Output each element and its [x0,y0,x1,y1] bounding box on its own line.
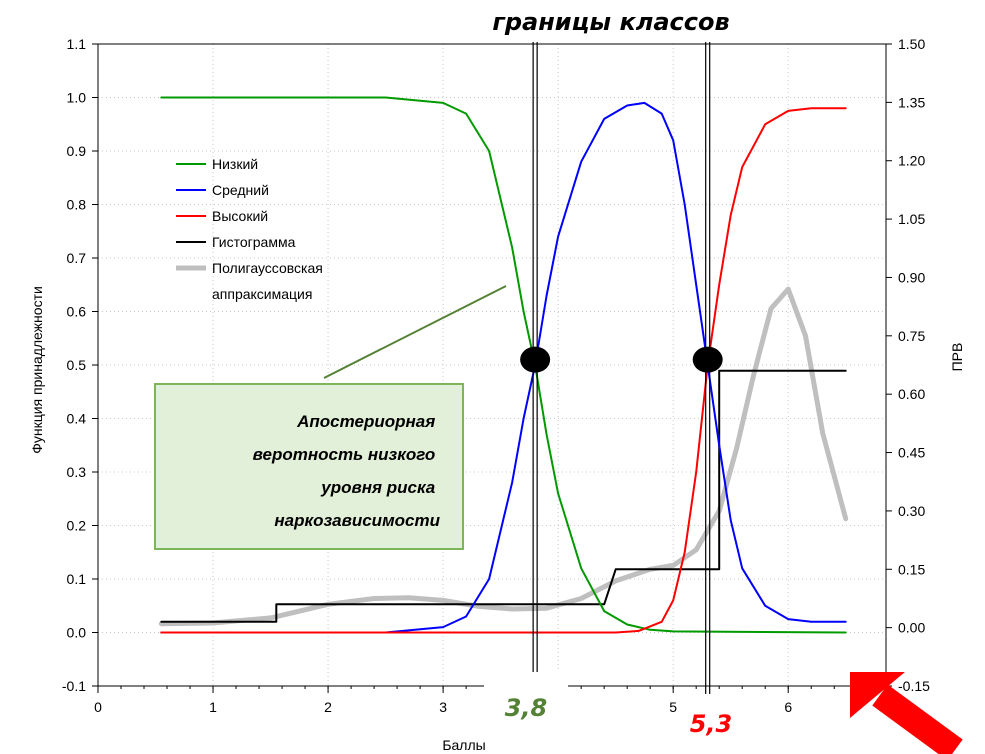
y2-tick-label: 1.05 [898,211,925,227]
y-tick-label: 0.4 [67,411,87,427]
label-backdrop [484,672,568,730]
y2-tick-label: -0.15 [898,678,930,694]
y-tick-label: 0.7 [67,250,87,266]
y-tick-label: 1.0 [67,90,87,106]
plot-frame [97,43,887,687]
legend: Низкий Средний Высокий Гистограмма Полиг… [176,156,327,302]
x-tick-label: 1 [209,699,217,715]
y-tick-label: 0.0 [67,625,87,641]
legend-label-hist: Гистограмма [212,234,296,250]
x-tick-label: 3 [439,699,447,715]
callout-box [154,383,464,550]
chart-title: границы классов [492,8,729,36]
y-axis-title: Функция принадлежности [29,286,45,454]
y2-axis-title: ПРВ [949,343,965,372]
y2-tick-label: 0.90 [898,269,925,285]
y2-tick-label: 1.20 [898,153,925,169]
boundary-label-right: 5,3 [690,710,733,738]
y2-tick-label: 0.00 [898,620,925,636]
y-tick-label: 1.1 [67,36,87,52]
red-arrow-icon [850,672,963,754]
callout-text: Апостериорная веротность низкого уровня … [253,412,441,530]
axes [92,43,892,693]
boundary-marker [692,346,723,373]
y-tick-label: 0.9 [67,143,87,159]
x-axis-title: Баллы [442,737,485,753]
boundary-marker [520,346,551,373]
y2-tick-label: 0.15 [898,561,925,577]
y2-tick-label: 0.60 [898,386,925,402]
y-tick-label: 0.3 [67,464,87,480]
callout-line-3: уровня риска [320,478,435,497]
tick-labels: 1.1 1.0 0.9 0.8 0.7 0.6 0.5 0.4 0.3 0.2 0.1 0.0 -0.1… [62,36,930,715]
x-tick-label: 0 [94,699,102,715]
y2-tick-label: 1.35 [898,94,925,110]
y-tick-label: -0.1 [62,678,86,694]
callout-line-4: наркозависимости [274,511,440,530]
x-tick-label: 5 [669,699,677,715]
boundary-label-left: 3,8 [505,694,548,722]
x-tick-label: 6 [784,699,792,715]
y2-tick-label: 1.50 [898,36,925,52]
legend-label-poly: Полигауссовская аппраксимация [212,260,327,302]
y-tick-label: 0.5 [67,357,87,373]
series-line-histogram [160,369,847,623]
y-tick-label: 0.6 [67,304,87,320]
y2-tick-label: 0.30 [898,503,925,519]
callout-pointer [323,285,507,379]
grid-lines [98,44,886,686]
y-tick-label: 0.1 [67,571,87,587]
y-tick-label: 0.2 [67,518,87,534]
callout-line-1: Апостериорная [296,412,435,431]
series-line-polygauss [158,286,849,627]
y-tick-label: 0.8 [67,197,87,213]
series-line-low [160,96,847,634]
legend-label-low: Низкий [212,156,258,172]
x-tick-label: 2 [324,699,332,715]
y2-tick-label: 0.45 [898,445,925,461]
legend-label-mid: Средний [212,182,269,198]
series-line-mid [160,101,847,634]
legend-label-high: Высокий [212,208,268,224]
y2-tick-label: 0.75 [898,328,925,344]
boundary-overlay [520,42,723,694]
series-group [158,96,849,634]
callout-line-2: веротность низкого [253,445,436,464]
